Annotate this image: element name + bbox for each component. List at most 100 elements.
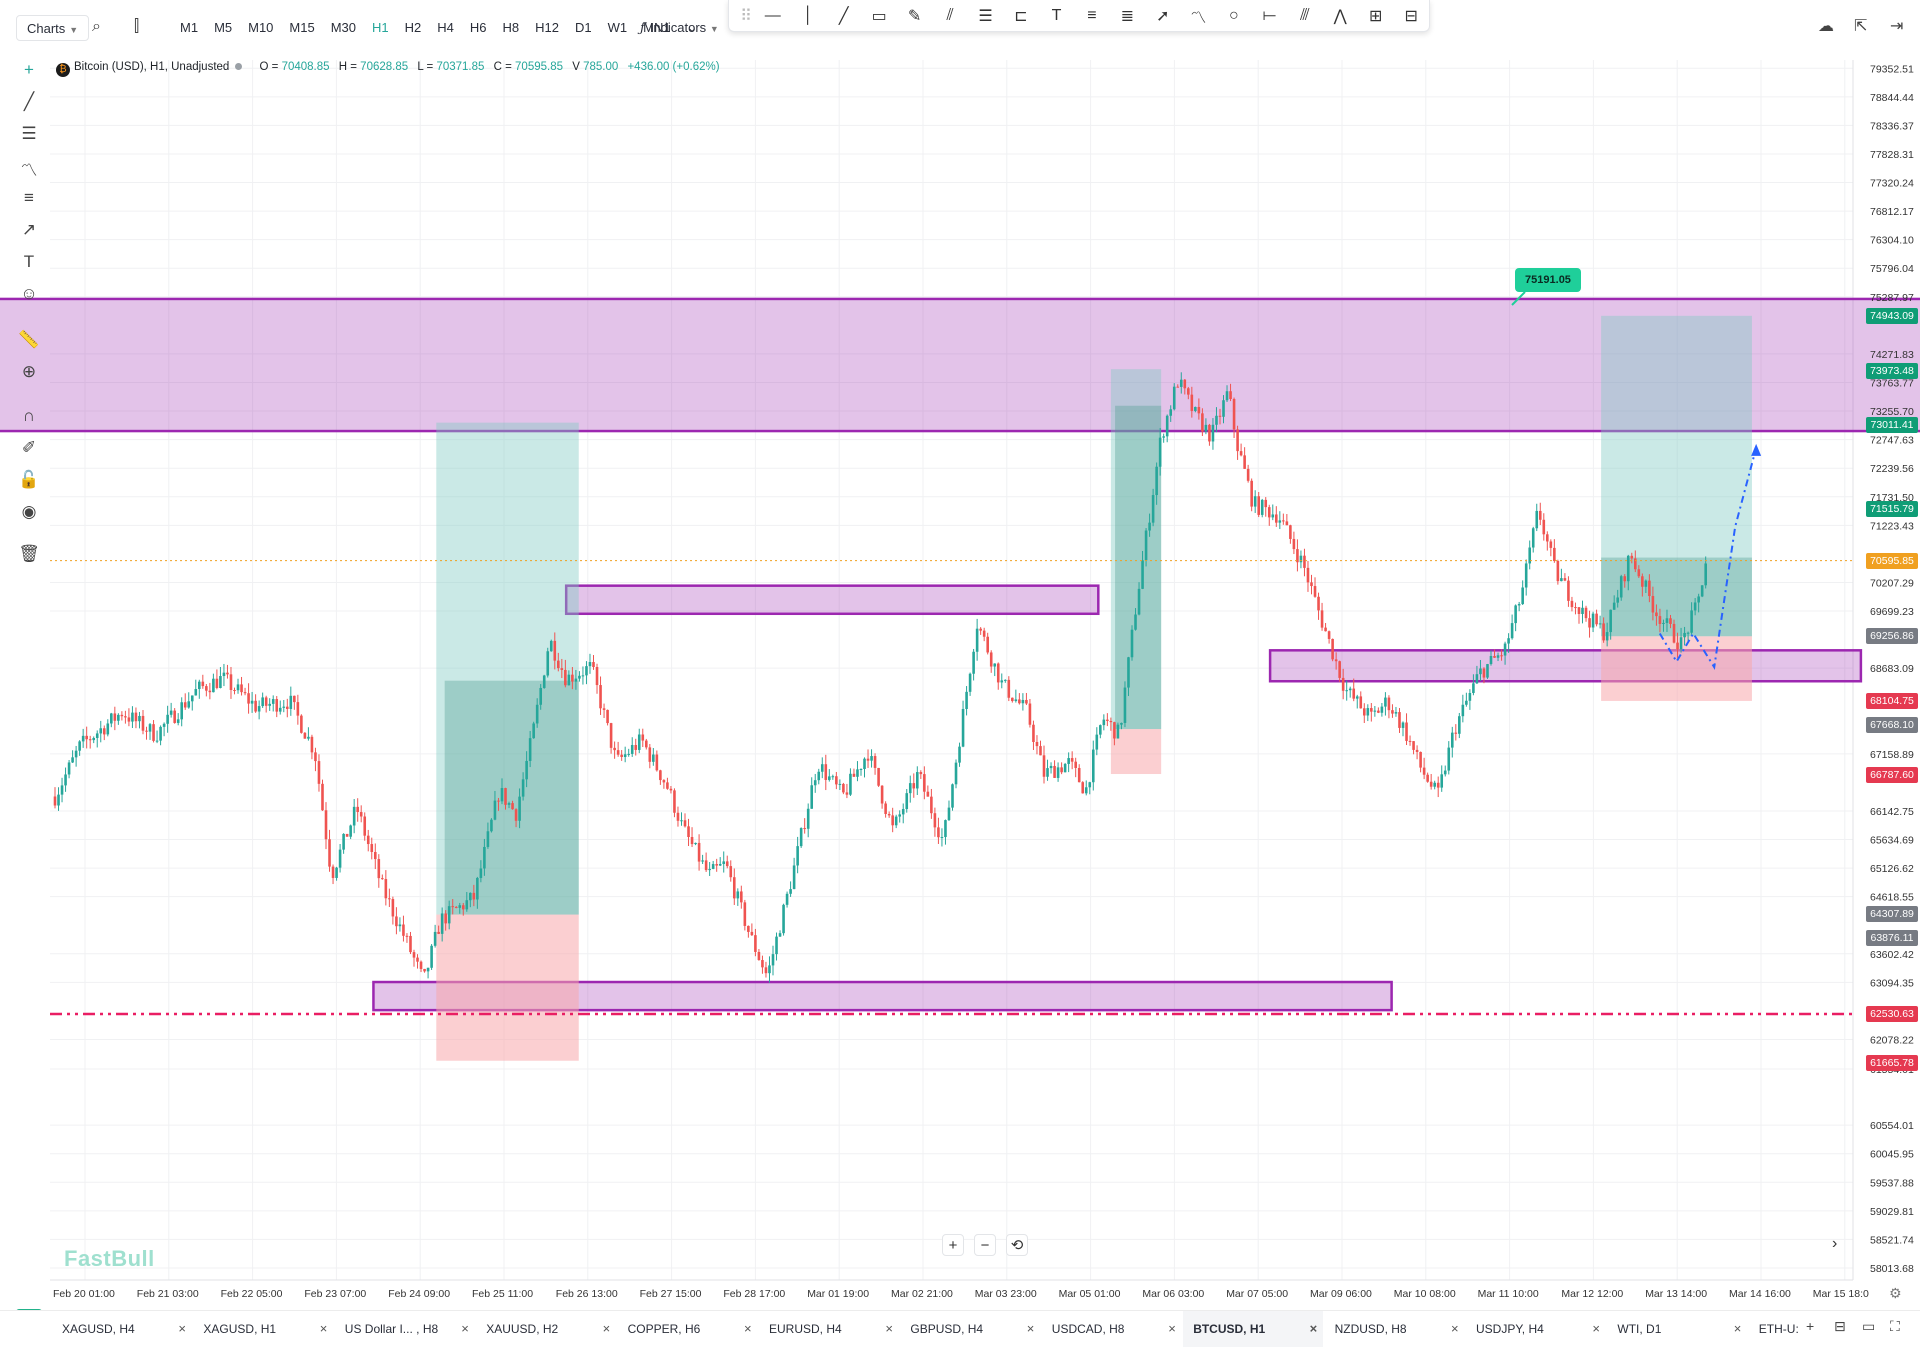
symbol-tab[interactable]: XAUUSD, H2 × xyxy=(476,1311,616,1347)
long-position-icon[interactable]: ⊞ xyxy=(1368,7,1383,25)
brush-icon[interactable]: ✎ xyxy=(907,7,922,25)
ruler-icon[interactable]: 📏 xyxy=(18,330,40,349)
cloud-save-icon[interactable]: ☁ xyxy=(1818,18,1834,35)
charts-menu-button[interactable]: Charts ▼ xyxy=(16,15,90,41)
candle-body xyxy=(447,906,451,924)
zoom-out-button[interactable]: − xyxy=(974,1234,996,1256)
timeframe-m5[interactable]: M5 xyxy=(214,20,233,35)
close-icon[interactable]: × xyxy=(178,1321,186,1336)
symbol-tab[interactable]: XAGUSD, H4 × xyxy=(52,1311,192,1347)
symbol-tab[interactable]: XAGUSD, H1 × xyxy=(193,1311,333,1347)
close-icon[interactable]: × xyxy=(1592,1321,1600,1336)
candle-body xyxy=(578,675,581,679)
reset-zoom-button[interactable]: ⟲ xyxy=(1006,1234,1028,1256)
pattern-icon[interactable]: 〽 xyxy=(20,161,38,180)
gann-icon[interactable]: ≡ xyxy=(24,188,34,207)
arrow-icon[interactable]: ➚ xyxy=(1156,7,1170,25)
lock-drawing-icon[interactable]: ✐ xyxy=(21,438,37,457)
symbol-tab[interactable]: COPPER, H6 × xyxy=(618,1311,758,1347)
timeframe-m15[interactable]: M15 xyxy=(289,20,315,35)
fullscreen-icon[interactable]: ⛶ xyxy=(1890,1318,1900,1334)
search-icon[interactable]: ⌕ xyxy=(92,18,101,35)
timeframe-h12[interactable]: H12 xyxy=(535,20,559,35)
candle-body xyxy=(1292,538,1296,550)
text-icon[interactable]: T xyxy=(23,252,35,271)
emoji-icon[interactable]: ☺ xyxy=(20,284,38,303)
symbol-tab[interactable]: EURUSD, H4 × xyxy=(759,1311,899,1347)
parallel-channel-icon[interactable]: ⫽ xyxy=(946,6,954,24)
fib-icon[interactable]: ☰ xyxy=(21,124,37,143)
forecast-icon[interactable]: ↗ xyxy=(21,220,37,239)
scroll-right-icon[interactable]: › xyxy=(1832,1235,1838,1252)
symbol-tab[interactable]: GBPUSD, H4 × xyxy=(900,1311,1040,1347)
trend-line-icon[interactable]: ╱ xyxy=(838,7,849,25)
close-icon[interactable]: × xyxy=(1451,1321,1459,1336)
magnet-icon[interactable]: ∩ xyxy=(22,406,36,425)
pattern-icon[interactable]: ⋀ xyxy=(1333,7,1347,25)
exit-icon[interactable]: ⇥ xyxy=(1890,18,1904,35)
path-icon[interactable]: 〽 xyxy=(1190,9,1207,27)
timeframe-m1[interactable]: M1 xyxy=(180,20,199,35)
timeframe-more-icon[interactable]: ⌄ xyxy=(686,20,698,35)
candle-body xyxy=(1521,587,1524,605)
close-icon[interactable]: × xyxy=(461,1321,469,1336)
close-icon[interactable]: × xyxy=(1168,1321,1176,1336)
lock-icon[interactable]: 🔓 xyxy=(18,470,40,489)
crosshair-icon[interactable]: + xyxy=(24,60,34,79)
text-tool-icon[interactable]: T xyxy=(1051,6,1062,24)
drag-handle-icon[interactable]: ⠿ xyxy=(740,7,752,25)
candle-body xyxy=(1063,763,1067,773)
timeframe-h1[interactable]: H1 xyxy=(372,20,389,35)
timeframe-h6[interactable]: H6 xyxy=(469,20,487,35)
symbol-tab[interactable]: WTI, D1 × xyxy=(1607,1311,1747,1347)
ray-icon[interactable]: ⟝ xyxy=(1262,6,1276,24)
symbol-tab[interactable]: ETH-U: xyxy=(1749,1311,1809,1347)
timeframe-w1[interactable]: W1 xyxy=(607,20,628,35)
symbol-title: Bitcoin (USD), H1, Unadjusted xyxy=(74,61,230,73)
target-price-bubble[interactable]: 75191.05 xyxy=(1515,268,1581,292)
double-line-icon[interactable]: ⫻ xyxy=(1299,6,1310,24)
symbol-tab[interactable]: USDJPY, H4 × xyxy=(1466,1311,1606,1347)
symbol-tab[interactable]: US Dollar I... , H8 × xyxy=(335,1311,475,1347)
timeframe-d1[interactable]: D1 xyxy=(575,20,592,35)
zoom-in-icon[interactable]: ⊕ xyxy=(21,362,37,381)
layout-icon[interactable]: ⊟ xyxy=(1834,1318,1846,1334)
close-icon[interactable]: × xyxy=(319,1321,328,1336)
close-icon[interactable]: × xyxy=(1309,1321,1318,1336)
timeframe-h8[interactable]: H8 xyxy=(502,20,520,35)
fib-retracement-icon[interactable]: ☰ xyxy=(978,7,993,25)
close-icon[interactable]: × xyxy=(1733,1321,1742,1336)
close-icon[interactable]: × xyxy=(744,1321,752,1336)
circle-icon[interactable]: ○ xyxy=(1228,6,1239,24)
gear-icon[interactable]: ⚙ xyxy=(1889,1285,1902,1301)
trend-line-icon[interactable]: ╱ xyxy=(23,92,35,111)
close-icon[interactable]: × xyxy=(602,1321,611,1336)
timeframe-m10[interactable]: M10 xyxy=(248,20,274,35)
short-position-icon[interactable]: ⊟ xyxy=(1404,7,1418,25)
symbol-tab[interactable]: USDCAD, H8 × xyxy=(1042,1311,1182,1347)
timeframe-h4[interactable]: H4 xyxy=(437,20,454,35)
vertical-line-icon[interactable]: │ xyxy=(803,6,814,24)
add-tab-icon[interactable]: + xyxy=(1806,1318,1815,1334)
fib-fan-icon[interactable]: ⊏ xyxy=(1014,7,1028,25)
timeframe-mn1[interactable]: MN1 xyxy=(643,20,671,35)
share-icon[interactable]: ⇱ xyxy=(1854,18,1868,35)
symbol-tab[interactable]: BTCUSD, H1 × xyxy=(1183,1311,1324,1347)
eye-icon[interactable]: ◉ xyxy=(21,502,37,521)
symbol-tab[interactable]: NZDUSD, H8 × xyxy=(1325,1311,1465,1347)
zoom-in-button[interactable]: + xyxy=(942,1234,964,1256)
horizontal-line-icon[interactable]: — xyxy=(764,6,781,24)
gann-icon[interactable]: ≣ xyxy=(1120,7,1135,25)
window-icon[interactable]: ▭ xyxy=(1862,1318,1876,1334)
pitchfork-icon[interactable]: ≡ xyxy=(1087,6,1097,24)
timeframe-m30[interactable]: M30 xyxy=(330,20,357,35)
tab-label: USDCAD, H8 xyxy=(1051,1322,1125,1336)
timeframe-h2[interactable]: H2 xyxy=(404,20,422,35)
trash-icon[interactable]: 🗑 xyxy=(18,544,40,563)
indicators-button[interactable]: ƒ Indicators ▼ xyxy=(640,18,719,39)
close-icon[interactable]: × xyxy=(885,1321,893,1336)
close-icon[interactable]: × xyxy=(1026,1321,1035,1336)
rectangle-icon[interactable]: ▭ xyxy=(871,7,887,25)
candle-type-icon[interactable]: ⫿ xyxy=(134,18,140,35)
